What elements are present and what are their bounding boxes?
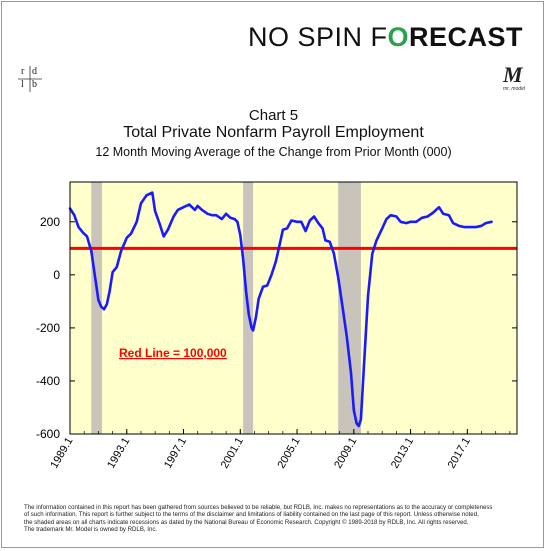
rdlb-letter-l: l — [21, 79, 24, 90]
rdlb-letter-b: b — [32, 79, 37, 90]
reference-line-label: Red Line = 100,000 — [119, 346, 227, 360]
disclaimer-line-3: the shaded areas on all charts indicate … — [24, 518, 469, 526]
mr-model-logo: M mr. model — [503, 64, 533, 94]
chart-subtitle: Total Private Nonfarm Payroll Employment — [123, 124, 424, 141]
x-tick-label-3: 2001.1 — [219, 436, 246, 471]
x-tick-label-2: 1997.1 — [162, 436, 189, 471]
brand-logo: NO SPIN FORECAST — [248, 22, 523, 53]
x-tick-label-5: 2009.1 — [332, 436, 359, 471]
mr-model-caption: mr. model — [503, 86, 526, 92]
y-tick-label-2: -200 — [36, 321, 60, 335]
recession-band-2 — [338, 182, 361, 434]
x-tick-label-1: 1993.1 — [105, 436, 132, 471]
disclaimer: The information contained in this report… — [24, 504, 529, 534]
chart-title: Chart 5 — [248, 107, 299, 124]
disclaimer-line-2: of such information. This report is furt… — [24, 511, 479, 519]
mr-model-letter: M — [503, 62, 523, 87]
y-tick-label-1: 0 — [53, 268, 60, 282]
chart-subtitle-2: 12 Month Moving Average of the Change fr… — [95, 145, 452, 159]
plot-border — [69, 181, 518, 435]
y-tick-label-0: 200 — [40, 215, 60, 229]
rdlb-logo: r d l b — [18, 66, 42, 92]
rdlb-cross-icon — [18, 66, 42, 92]
brand-text-3: RECAST — [409, 22, 524, 52]
disclaimer-line-4: The trademark Mr. Model is owned by RDLB… — [24, 526, 158, 534]
x-tick-label-7: 2017.1 — [446, 436, 473, 471]
y-tick-label-3: -400 — [36, 374, 60, 388]
rdlb-letter-d: d — [32, 66, 37, 77]
rdlb-letter-r: r — [21, 66, 25, 77]
series-line-0 — [68, 191, 493, 428]
x-tick-label-4: 2005.1 — [275, 436, 302, 471]
brand-text-1: NO SPIN F — [248, 22, 388, 52]
recession-band-0 — [91, 182, 102, 434]
x-tick-label-6: 2013.1 — [389, 436, 416, 471]
plot-background — [70, 182, 517, 434]
disclaimer-line-1: The information contained in this report… — [24, 504, 493, 511]
y-tick-label-4: -600 — [36, 427, 60, 441]
brand-text-2: O — [387, 22, 410, 52]
